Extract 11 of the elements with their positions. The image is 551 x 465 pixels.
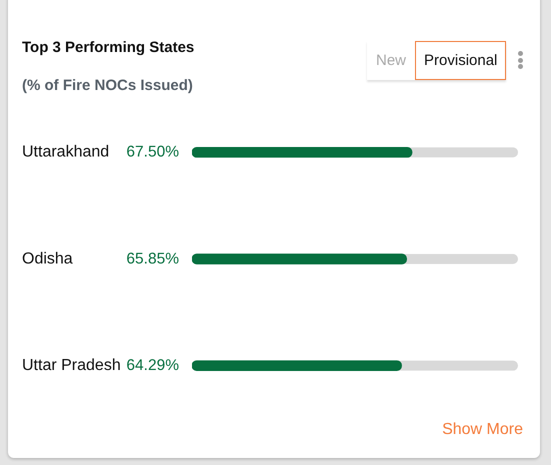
data-label: 64.29% xyxy=(126,356,180,374)
y-tick-label: Odisha xyxy=(22,250,73,268)
text: New xyxy=(375,51,408,71)
text: Show More xyxy=(442,421,523,439)
y-tick-label: Uttarakhand xyxy=(22,144,110,161)
chart-subtitle: (% of Fire NOCs Issued) xyxy=(22,77,193,95)
data-label: 67.50% xyxy=(126,144,180,161)
data-label: 65.85% xyxy=(126,250,180,268)
selected-toggle-button: Provisional xyxy=(415,41,506,80)
chart-title: Top 3 Performing States xyxy=(22,39,194,57)
y-tick-label: Uttar Pradesh xyxy=(22,357,121,374)
